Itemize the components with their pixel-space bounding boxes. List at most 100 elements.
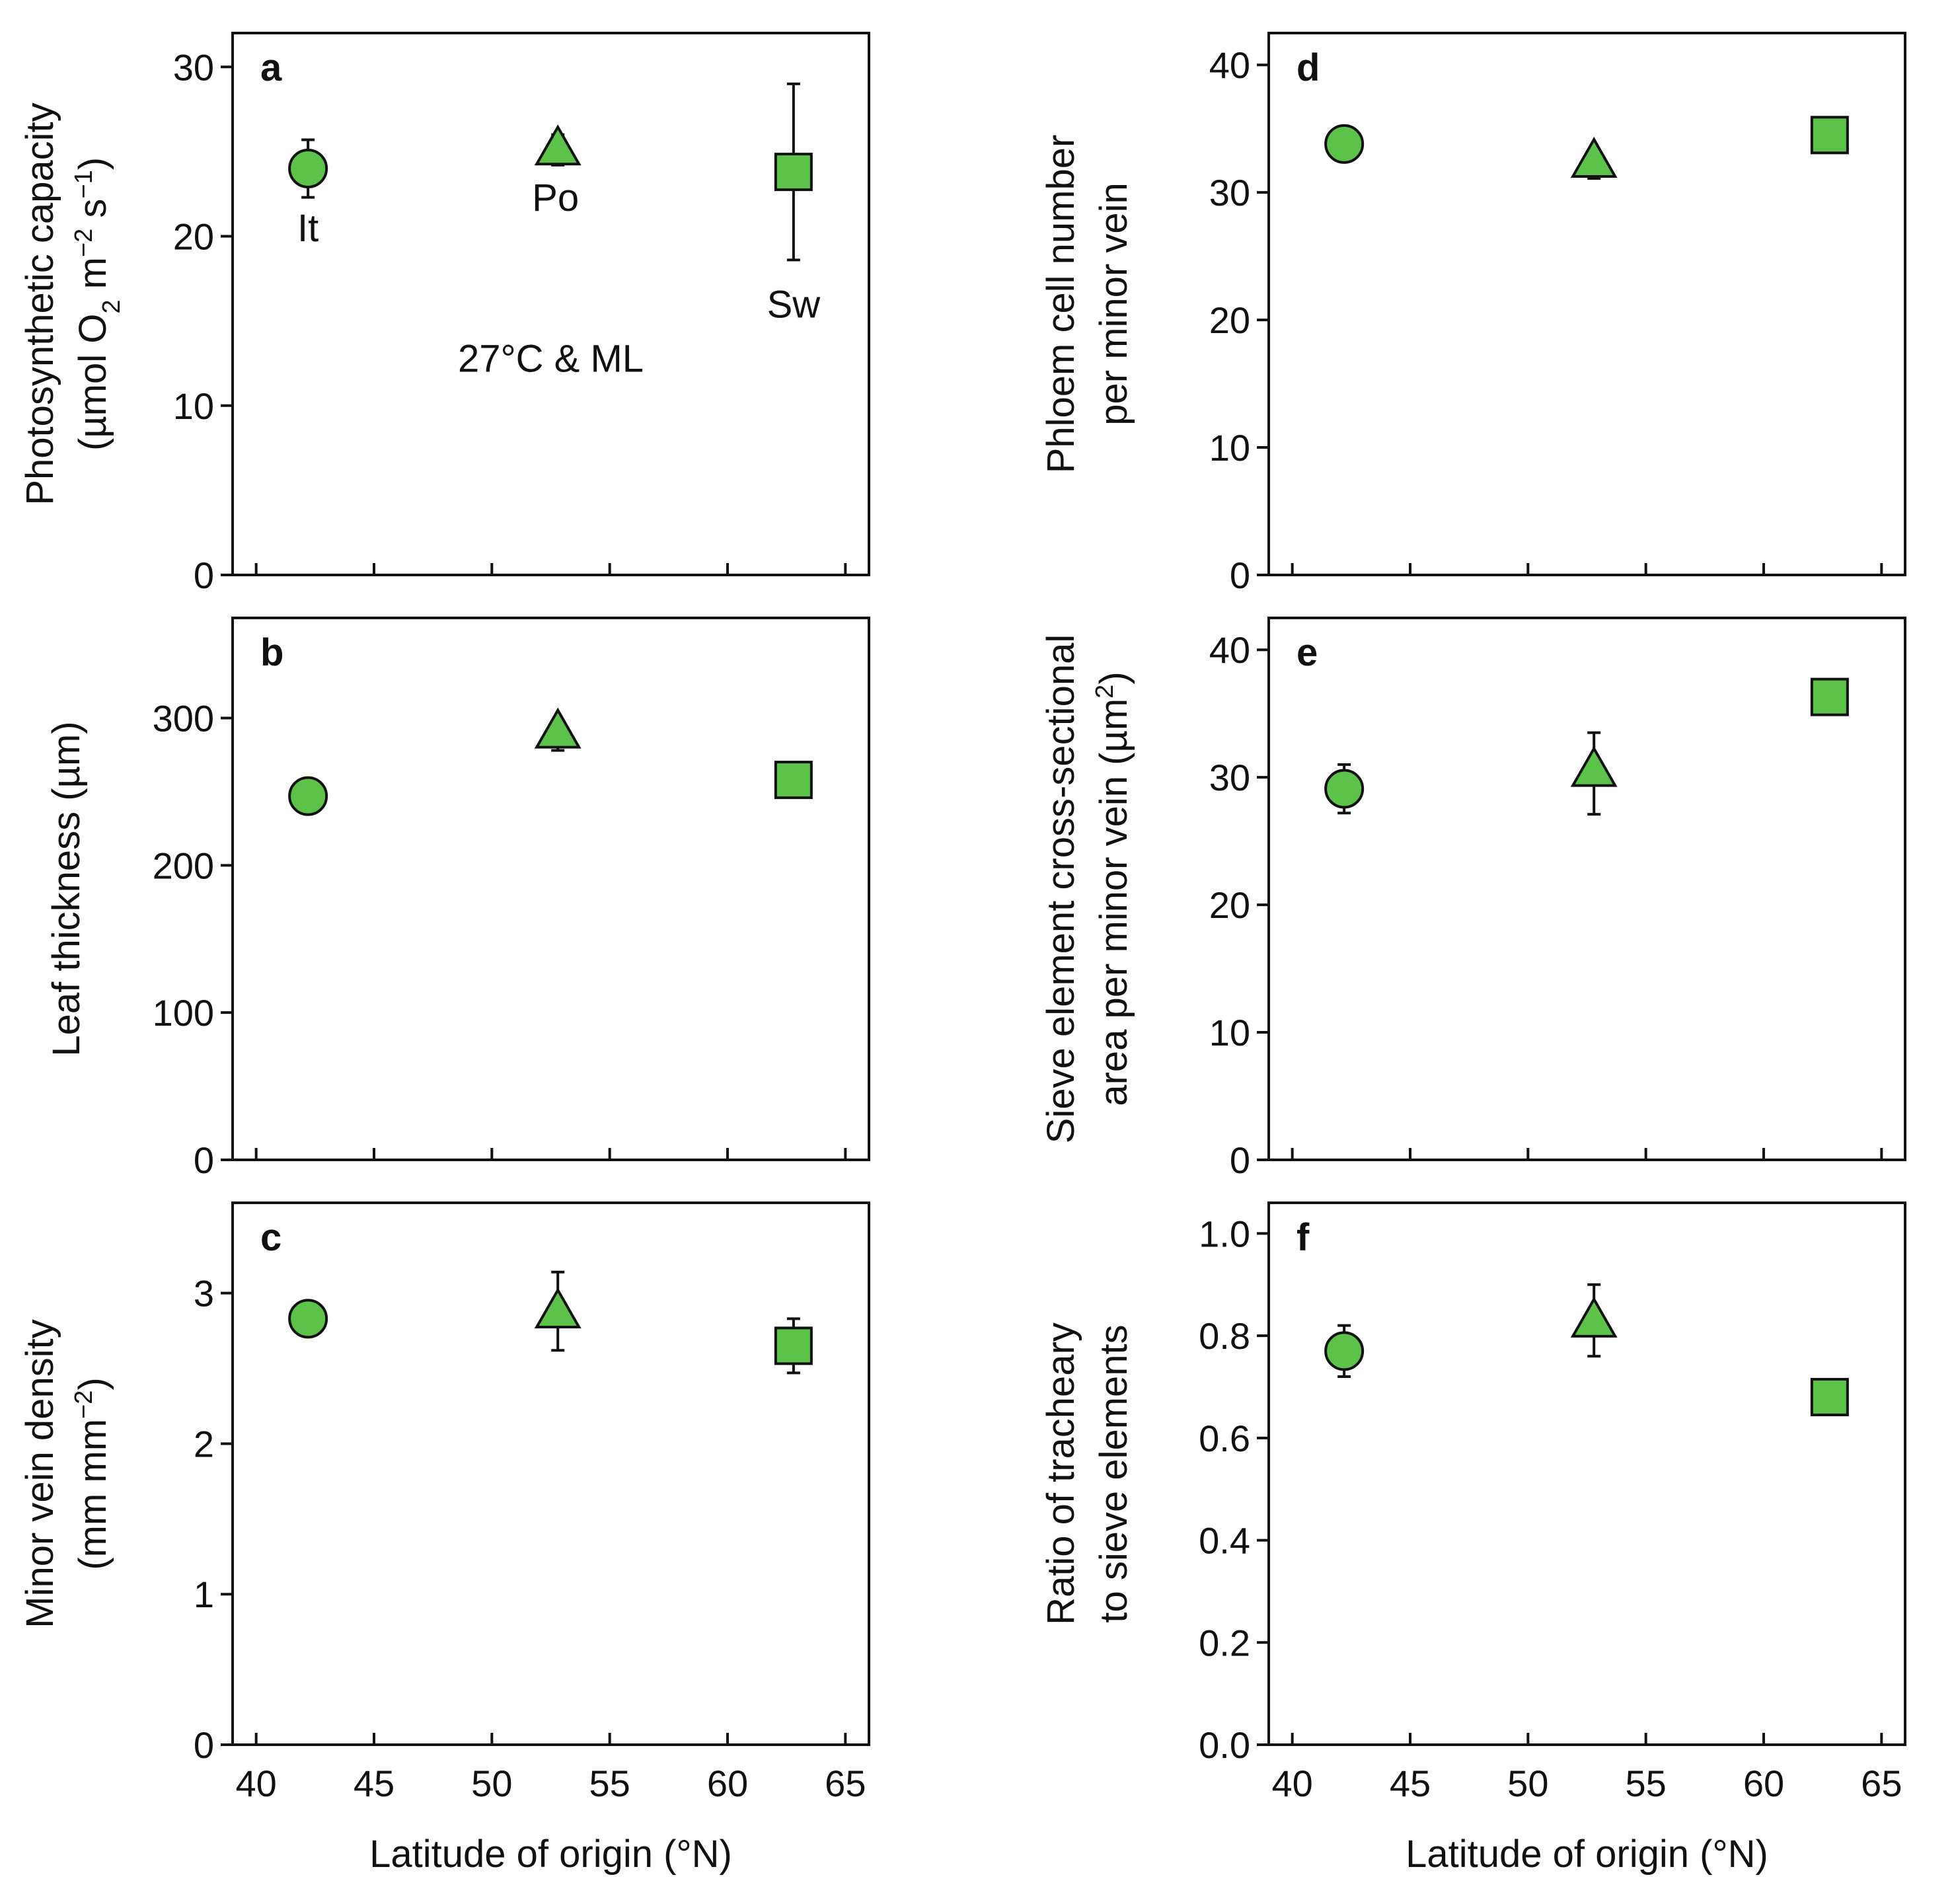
y-tick-label: 0	[1230, 1139, 1250, 1181]
y-tick-label: 20	[1209, 299, 1250, 341]
y-axis-label: Ratio of tracheary	[1039, 1322, 1082, 1625]
point-Sw	[1810, 116, 1849, 155]
panel-letter: c	[260, 1216, 282, 1259]
x-tick-label: 40	[1272, 1763, 1313, 1804]
marker-circle	[288, 149, 328, 188]
condition-annotation: 27°C & ML	[458, 338, 644, 381]
panel-letter: e	[1296, 631, 1318, 674]
marker-square	[1810, 116, 1849, 155]
y-tick-label: 30	[1209, 172, 1250, 213]
panel-letter: b	[260, 631, 283, 674]
y-tick-label: 0	[194, 554, 214, 596]
y-tick-label: 20	[173, 216, 214, 258]
point-Sw	[1810, 677, 1849, 716]
y-axis-label: to sieve elements	[1092, 1324, 1135, 1622]
marker-triangle	[534, 707, 582, 749]
point-Sw	[774, 1317, 813, 1375]
y-axis-label: Sieve element cross-sectional	[1039, 634, 1082, 1143]
point-It	[1324, 124, 1365, 164]
point-Sw	[1810, 1377, 1849, 1416]
plot-frame	[231, 1201, 870, 1746]
x-tick-label: 60	[1743, 1763, 1784, 1804]
y-axis-label: (µmol O2 m−2 s−1)	[70, 157, 126, 451]
y-tick-label: 30	[1209, 757, 1250, 798]
panel-letter: f	[1296, 1216, 1310, 1259]
x-tick-label: 60	[707, 1763, 748, 1804]
point-label-Sw: Sw	[767, 284, 821, 326]
y-tick-label: 100	[153, 992, 214, 1034]
y-tick-label: 0.0	[1199, 1724, 1250, 1766]
marker-circle	[1324, 124, 1365, 164]
point-It	[1324, 1324, 1365, 1379]
y-tick-label: 10	[173, 385, 214, 427]
point-Po	[1570, 731, 1618, 816]
y-tick-label: 40	[1209, 629, 1250, 671]
panel-b: 0 100 200 300 b Leaf thickness (µm)	[45, 617, 870, 1181]
y-axis-label: (mm mm−2)	[70, 1377, 114, 1570]
y-tick-label: 40	[1209, 44, 1250, 86]
y-tick-label: 300	[153, 698, 214, 740]
panel-a: 0 10 20 30 a Photosynthetic capacity (µmol O2 …	[19, 32, 870, 596]
y-axis-label: per minor vein	[1092, 182, 1135, 425]
marker-triangle	[1570, 1296, 1618, 1338]
point-Po	[534, 1270, 582, 1352]
point-Sw	[774, 82, 813, 262]
y-tick-label: 0	[194, 1724, 214, 1766]
point-It	[288, 138, 328, 199]
y-tick-label: 0.4	[1199, 1520, 1250, 1562]
marker-triangle	[1570, 136, 1618, 178]
y-axis-label: Photosynthetic capacity	[19, 102, 61, 505]
panel-letter: a	[260, 46, 282, 89]
point-Po	[534, 124, 582, 167]
panel-f: 40 45 50 55 60 65 0.0 0.2 0.4 0.6 0.8 1.0 f Ratio of …	[1039, 1201, 1906, 1876]
x-tick-label: 45	[354, 1763, 395, 1804]
x-tick-label: 55	[589, 1763, 630, 1804]
y-tick-label: 0.8	[1199, 1315, 1250, 1357]
y-tick-label: 1	[194, 1574, 214, 1615]
marker-circle	[288, 1299, 328, 1339]
y-tick-label: 20	[1209, 884, 1250, 926]
point-Sw	[774, 761, 813, 800]
x-tick-label: 55	[1626, 1763, 1667, 1804]
panel-e: 0 10 20 30 40 e Sieve element cross-sectional a…	[1039, 617, 1906, 1181]
point-label-It: It	[297, 207, 319, 250]
marker-square	[1810, 677, 1849, 716]
y-tick-label: 200	[153, 845, 214, 886]
x-tick-label: 50	[471, 1763, 512, 1804]
y-tick-label: 1.0	[1199, 1213, 1250, 1254]
y-tick-label: 10	[1209, 1012, 1250, 1053]
marker-circle	[1324, 769, 1365, 809]
y-tick-label: 3	[194, 1273, 214, 1314]
plot-frame	[1267, 617, 1906, 1161]
plot-frame	[231, 32, 870, 576]
marker-triangle	[534, 124, 582, 166]
y-tick-label: 10	[1209, 427, 1250, 469]
x-tick-label: 50	[1507, 1763, 1548, 1804]
y-tick-label: 0	[194, 1139, 214, 1181]
x-tick-label: 45	[1390, 1763, 1431, 1804]
point-label-Po: Po	[532, 176, 579, 219]
y-tick-label: 30	[173, 46, 214, 88]
point-Po	[1570, 1283, 1618, 1358]
marker-square	[1810, 1377, 1849, 1416]
x-tick-label: 65	[825, 1763, 866, 1804]
y-tick-label: 2	[194, 1423, 214, 1465]
x-axis-label: Latitude of origin (°N)	[1406, 1833, 1768, 1876]
y-tick-label: 0.6	[1199, 1418, 1250, 1459]
marker-triangle	[534, 1287, 582, 1328]
panel-d: 0 10 20 30 40 d Phloem cell number per minor ve…	[1039, 32, 1906, 596]
y-tick-label: 0	[1230, 554, 1250, 596]
panel-letter: d	[1296, 46, 1320, 89]
point-It	[288, 776, 328, 816]
point-Po	[1570, 136, 1618, 180]
x-axis-label: Latitude of origin (°N)	[369, 1833, 732, 1876]
panel-c: 40 45 50 55 60 65 0 1 2 3 c Minor vein density (mm m…	[19, 1201, 870, 1876]
x-tick-label: 40	[236, 1763, 277, 1804]
marker-triangle	[1570, 745, 1618, 787]
y-axis-label: Minor vein density	[19, 1319, 61, 1628]
plot-frame	[1267, 32, 1906, 576]
y-axis-label: area per minor vein (µm2)	[1091, 671, 1135, 1106]
x-tick-label: 65	[1861, 1763, 1902, 1804]
